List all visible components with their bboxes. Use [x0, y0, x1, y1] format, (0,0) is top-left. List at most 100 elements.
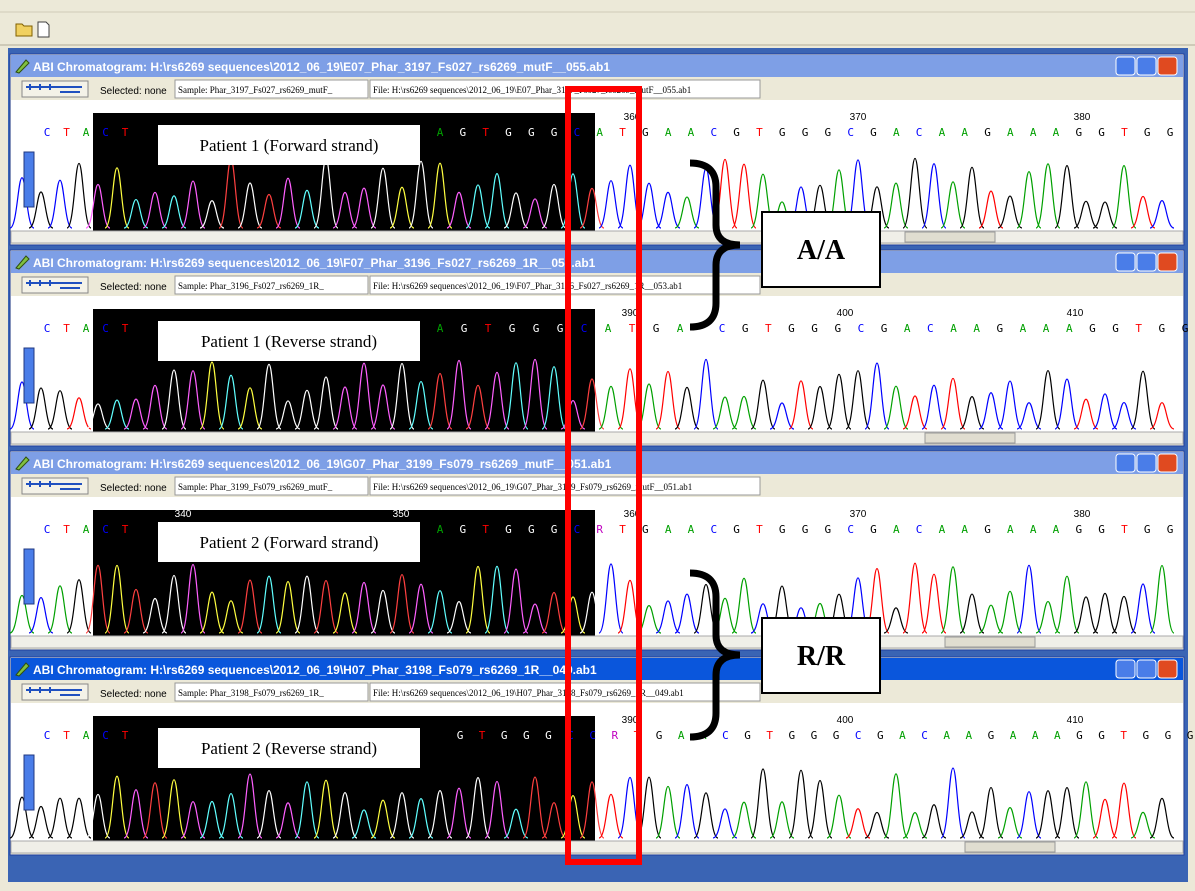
base-position: 410: [1067, 308, 1084, 319]
base-call: C: [916, 126, 923, 139]
ruler-button[interactable]: [22, 684, 88, 700]
base-call: G: [505, 523, 512, 536]
base-call: G: [1089, 322, 1096, 335]
base-call: A: [605, 322, 612, 335]
base-call: A: [688, 126, 695, 139]
base-position: 400: [837, 308, 854, 319]
base-call: G: [1167, 126, 1174, 139]
base-call: G: [984, 523, 991, 536]
base-call: G: [1144, 523, 1151, 536]
ruler-button[interactable]: [22, 81, 88, 97]
base-call: C: [574, 523, 581, 536]
strand-label: Patient 1 (Forward strand): [200, 136, 379, 155]
close-button[interactable]: [1158, 660, 1177, 678]
chromatogram-window: ABI Chromatogram: H:\rs6269 sequences\20…: [10, 657, 1193, 855]
base-call: G: [1112, 322, 1119, 335]
base-call: A: [1066, 322, 1073, 335]
base-call: G: [457, 729, 464, 742]
maximize-button[interactable]: [1137, 253, 1156, 271]
minimize-button[interactable]: [1116, 57, 1135, 75]
base-call: G: [501, 729, 508, 742]
base-call: G: [523, 729, 530, 742]
base-call: T: [63, 322, 70, 335]
selection-status: Selected: none: [100, 483, 167, 494]
base-call: G: [551, 523, 558, 536]
base-position: 410: [1067, 715, 1084, 726]
scroll-thumb[interactable]: [945, 637, 1035, 647]
zoom-slider[interactable]: [24, 549, 34, 604]
base-call: G: [461, 322, 468, 335]
maximize-button[interactable]: [1137, 57, 1156, 75]
zoom-slider[interactable]: [24, 755, 34, 810]
h-scrollbar[interactable]: [11, 231, 1183, 243]
base-call: G: [545, 729, 552, 742]
base-call: G: [870, 126, 877, 139]
close-button[interactable]: [1158, 454, 1177, 472]
base-call: A: [688, 523, 695, 536]
genotype-label: A/A: [797, 235, 846, 266]
base-call: C: [719, 322, 726, 335]
base-call: G: [802, 126, 809, 139]
scroll-thumb[interactable]: [965, 842, 1055, 852]
base-call: C: [927, 322, 934, 335]
minimize-button[interactable]: [1116, 253, 1135, 271]
genotype-label: R/R: [797, 641, 846, 672]
base-call: C: [44, 729, 51, 742]
screen: ABI Chromatogram: H:\rs6269 sequences\20…: [0, 0, 1195, 891]
base-call: G: [642, 126, 649, 139]
base-call: T: [122, 729, 129, 742]
scroll-thumb[interactable]: [925, 433, 1015, 443]
base-call: A: [973, 322, 980, 335]
base-call: G: [733, 523, 740, 536]
base-call: G: [1187, 729, 1194, 742]
close-button[interactable]: [1158, 57, 1177, 75]
base-call: T: [63, 523, 70, 536]
base-call: G: [877, 729, 884, 742]
base-position: 370: [850, 509, 867, 520]
maximize-button[interactable]: [1137, 660, 1156, 678]
base-call: G: [1142, 729, 1149, 742]
base-call: G: [1165, 729, 1172, 742]
base-call: G: [551, 126, 558, 139]
sample-name: Sample: Phar_3196_Fs027_rs6269_1R_: [178, 281, 324, 291]
base-call: T: [63, 126, 70, 139]
base-call: G: [788, 322, 795, 335]
open-button[interactable]: [16, 24, 32, 36]
minimize-button[interactable]: [1116, 660, 1135, 678]
base-call: G: [505, 126, 512, 139]
base-call: T: [766, 729, 773, 742]
maximize-button[interactable]: [1137, 454, 1156, 472]
scroll-thumb[interactable]: [905, 232, 995, 242]
base-call: G: [811, 729, 818, 742]
close-button[interactable]: [1158, 253, 1177, 271]
zoom-slider[interactable]: [24, 152, 34, 207]
base-call: A: [437, 322, 444, 335]
base-call: G: [642, 523, 649, 536]
page: ABI Chromatogram: H:\rs6269 sequences\20…: [0, 0, 1195, 891]
window-title: ABI Chromatogram: H:\rs6269 sequences\20…: [33, 457, 612, 471]
base-call: A: [1007, 523, 1014, 536]
base-call: T: [756, 126, 763, 139]
base-call: G: [1159, 322, 1166, 335]
strand-label: Patient 2 (Reverse strand): [201, 739, 377, 758]
base-position: 350: [393, 509, 410, 520]
base-call: T: [765, 322, 772, 335]
base-call: A: [665, 523, 672, 536]
window-title: ABI Chromatogram: H:\rs6269 sequences\20…: [33, 663, 597, 677]
minimize-button[interactable]: [1116, 454, 1135, 472]
new-button[interactable]: [38, 22, 49, 37]
base-call: A: [1043, 322, 1050, 335]
base-call: G: [779, 126, 786, 139]
base-call: A: [893, 126, 900, 139]
base-call: T: [756, 523, 763, 536]
base-call: A: [961, 523, 968, 536]
base-position: 380: [1074, 509, 1091, 520]
ruler-button[interactable]: [22, 277, 88, 293]
base-call: C: [581, 322, 588, 335]
file-path: File: H:\rs6269 sequences\2012_06_19\F07…: [373, 281, 682, 291]
base-call: C: [574, 126, 581, 139]
base-call: T: [63, 729, 70, 742]
ruler-button[interactable]: [22, 478, 88, 494]
base-call: C: [44, 322, 51, 335]
zoom-slider[interactable]: [24, 348, 34, 403]
